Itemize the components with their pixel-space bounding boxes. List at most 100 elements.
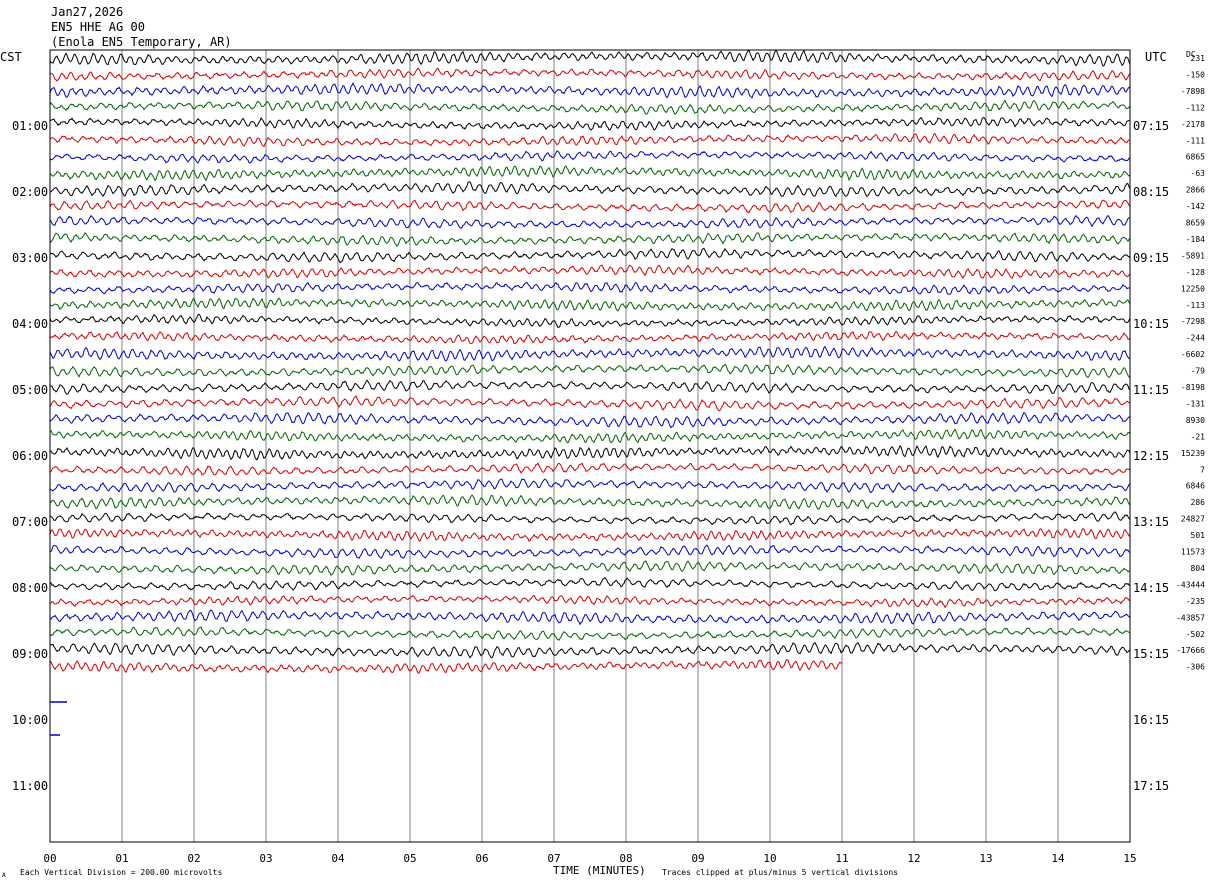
right-hour-label: 08:15 <box>1133 185 1169 199</box>
left-hour-label: 02:00 <box>12 185 48 199</box>
dc-offset-label: 804 <box>1191 564 1206 573</box>
x-tick-label: 04 <box>331 852 345 865</box>
dc-offset-label: -111 <box>1186 136 1205 145</box>
corner-mark: A <box>2 872 6 879</box>
trace-line <box>49 82 1131 99</box>
trace-line <box>49 394 1131 412</box>
x-tick-label: 10 <box>763 852 776 865</box>
dc-offset-label: 6846 <box>1186 482 1205 491</box>
x-tick-label: 01 <box>115 852 128 865</box>
dc-offset-label: -235 <box>1186 597 1205 606</box>
dc-offset-label: -128 <box>1186 268 1205 277</box>
trace-line <box>49 641 1131 659</box>
dc-offset-label: -7898 <box>1181 87 1205 96</box>
x-axis-label: TIME (MINUTES) <box>553 864 646 877</box>
left-hour-label: 06:00 <box>12 449 48 463</box>
dc-offset-label: -17666 <box>1176 646 1205 655</box>
trace-line <box>49 462 1131 476</box>
dc-offset-label: 11573 <box>1181 548 1205 557</box>
dc-offset-label: -113 <box>1186 301 1205 310</box>
dc-offset-label: -79 <box>1191 367 1206 376</box>
right-hour-label: 16:15 <box>1133 713 1169 727</box>
trace-line <box>50 428 1131 444</box>
x-tick-label: 00 <box>43 852 56 865</box>
dc-offset-label: -8198 <box>1181 383 1205 392</box>
dc-offset-label: -6602 <box>1181 350 1205 359</box>
trace-line <box>49 527 1131 542</box>
right-hour-label: 07:15 <box>1133 119 1169 133</box>
trace-line <box>49 494 1131 510</box>
trace-line <box>49 99 1131 115</box>
right-hour-label: 09:15 <box>1133 251 1169 265</box>
trace-line <box>49 232 1131 247</box>
trace-line <box>49 511 1131 526</box>
left-hour-label: 11:00 <box>12 779 48 793</box>
dc-offset-label: 8659 <box>1186 219 1205 228</box>
left-hour-label: 01:00 <box>12 119 48 133</box>
left-zone-label: CST <box>0 50 22 64</box>
plot-frame <box>49 49 1131 843</box>
dc-offset-label: -5891 <box>1181 251 1205 260</box>
grid-lines <box>121 50 1059 842</box>
trace-line <box>49 594 1131 609</box>
dc-offset-label: -244 <box>1186 334 1205 343</box>
x-tick-labels: 00 01 02 03 04 05 06 07 08 09 10 11 12 13 14 15 <box>43 852 1136 865</box>
x-tick-label: 03 <box>259 852 272 865</box>
trace-line <box>49 181 1131 198</box>
right-hour-labels: 07:15 08:15 09:15 10:15 11:15 12:15 13:15 14:15… <box>1133 119 1169 793</box>
header-channel: EN5 HHE AG 00 <box>51 20 145 34</box>
trace-line <box>49 297 1131 312</box>
dc-offset-label: -7298 <box>1181 317 1205 326</box>
x-tick-label: 07 <box>547 852 560 865</box>
trace-line <box>49 560 1131 576</box>
right-zone-label: UTC <box>1145 50 1167 64</box>
trace-line <box>49 576 1131 592</box>
dc-offset-label: 24827 <box>1181 515 1205 524</box>
dc-offset-label: 286 <box>1191 498 1206 507</box>
dc-offset-label: -43857 <box>1176 613 1205 622</box>
trace-line <box>49 165 1131 182</box>
dc-offset-label: -2178 <box>1181 120 1205 129</box>
trace-line <box>49 345 1131 362</box>
right-hour-label: 14:15 <box>1133 581 1169 595</box>
dc-offset-label: 501 <box>1191 531 1206 540</box>
x-tick-label: 06 <box>475 852 488 865</box>
trace-line <box>49 658 843 674</box>
x-tick-label: 02 <box>187 852 200 865</box>
trace-line <box>49 626 1131 641</box>
right-hour-label: 11:15 <box>1133 383 1169 397</box>
dc-label: DC <box>1186 50 1196 59</box>
trace-line <box>49 264 1131 280</box>
footer-clip: Traces clipped at plus/minus 5 vertical … <box>662 868 898 877</box>
x-tick-label: 15 <box>1123 852 1136 865</box>
x-tick-label: 11 <box>835 852 848 865</box>
trace-line <box>49 281 1131 295</box>
right-hour-label: 10:15 <box>1133 317 1169 331</box>
trace-line <box>49 133 1130 148</box>
left-hour-label: 03:00 <box>12 251 48 265</box>
trace-line <box>49 478 1131 494</box>
trace-line <box>49 363 1131 379</box>
dc-offset-label: -306 <box>1186 663 1205 672</box>
trace-line <box>49 609 1131 626</box>
trace-line <box>49 411 1131 429</box>
dc-offset-label: 2866 <box>1186 186 1205 195</box>
trace-line <box>49 199 1131 214</box>
dc-offset-label: 15239 <box>1181 449 1205 458</box>
right-hour-label: 13:15 <box>1133 515 1169 529</box>
trace-line <box>49 247 1131 264</box>
trace-line <box>49 116 1131 131</box>
x-tick-label: 13 <box>979 852 992 865</box>
header-station: (Enola EN5 Temporary, AR) <box>51 35 232 49</box>
x-tick-label: 14 <box>1051 852 1065 865</box>
dc-offset-label: 6865 <box>1186 153 1205 162</box>
dc-offset-label: -43444 <box>1176 580 1205 589</box>
seismic-traces <box>49 49 1131 674</box>
trace-line <box>49 444 1131 461</box>
left-hour-labels: 01:00 02:00 03:00 04:00 05:00 06:00 07:00 08:00… <box>12 119 48 793</box>
right-hour-label: 15:15 <box>1133 647 1169 661</box>
right-hour-label: 12:15 <box>1133 449 1169 463</box>
header-date: Jan27,2026 <box>51 5 123 19</box>
trace-line <box>49 67 1131 82</box>
